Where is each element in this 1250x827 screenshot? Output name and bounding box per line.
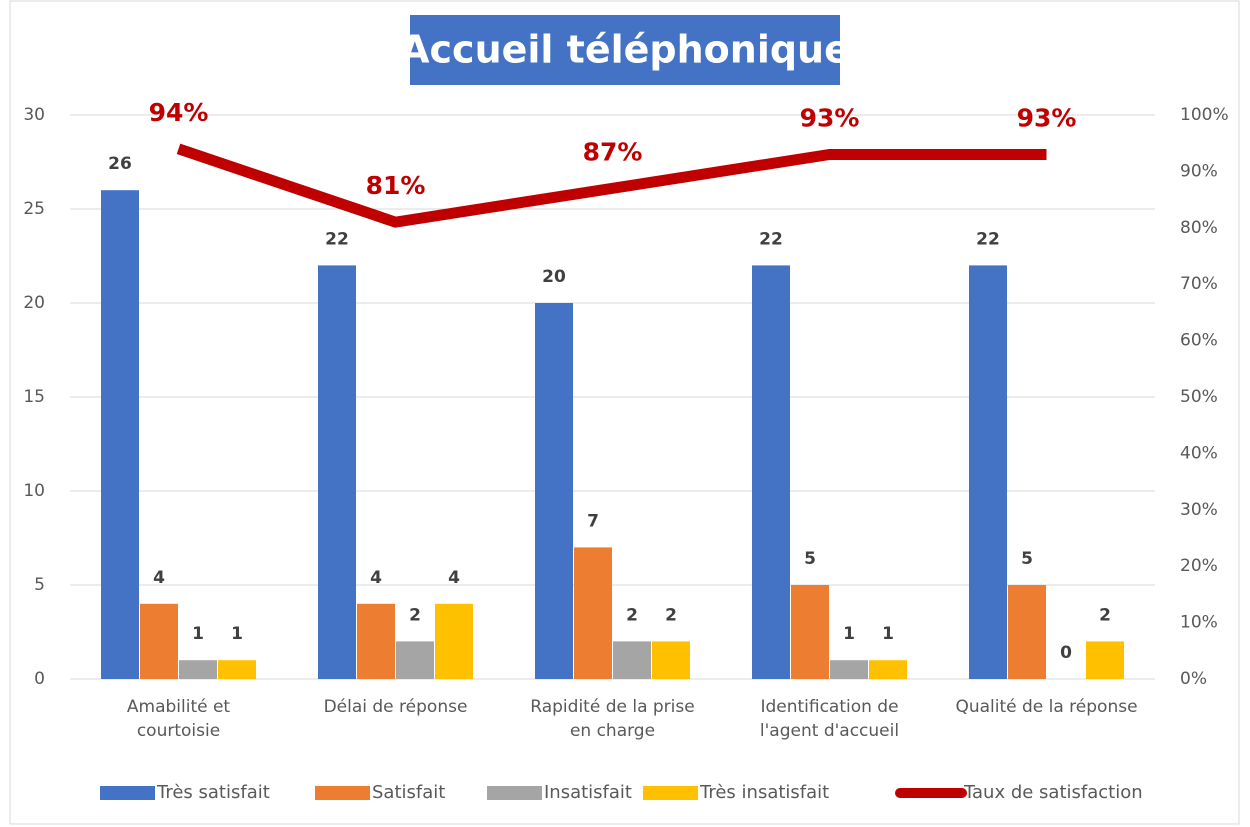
y2-tick-label: 50%: [1180, 387, 1218, 407]
data-label: 2: [1099, 605, 1111, 625]
bar: [830, 660, 868, 679]
y2-tick-label: 10%: [1180, 613, 1218, 633]
bar: [179, 660, 217, 679]
data-label: 2: [409, 605, 421, 625]
data-label: 5: [804, 549, 816, 569]
y2-tick-label: 0%: [1180, 669, 1207, 689]
chart-frame: [9, 0, 1240, 825]
y2-tick-label: 60%: [1180, 331, 1218, 351]
line-label: 93%: [800, 103, 860, 132]
y2-tick-label: 80%: [1180, 218, 1218, 238]
legend-swatch: [315, 786, 370, 800]
x-tick-label: Amabilité et courtoisie: [126, 697, 231, 741]
y2-tick-label: 70%: [1180, 274, 1218, 294]
data-label: 4: [370, 568, 382, 588]
bar: [1008, 585, 1046, 679]
data-label: 22: [759, 229, 783, 249]
line-label: 93%: [1017, 103, 1077, 132]
legend-label: Insatisfait: [544, 782, 632, 803]
y-tick-label: 30: [23, 105, 45, 125]
line: [176, 143, 1047, 228]
bar: [396, 641, 434, 679]
data-label: 0: [1060, 643, 1072, 663]
chart-title: Accueil téléphonique: [400, 28, 850, 72]
bar: [218, 660, 256, 679]
data-label: 1: [231, 624, 243, 644]
bar: [435, 603, 473, 679]
x-tick-label: Rapidité de la prise en charge: [530, 697, 695, 741]
data-label: 4: [153, 568, 165, 588]
data-label: 7: [587, 511, 599, 531]
y2-tick-label: 20%: [1180, 556, 1218, 576]
data-label: 1: [882, 624, 894, 644]
legend-swatch: [643, 786, 698, 800]
bar: [613, 641, 651, 679]
y-tick-label: 5: [34, 575, 45, 595]
data-label: 20: [542, 267, 566, 287]
y-tick-label: 20: [23, 293, 45, 313]
title-box: [410, 15, 840, 85]
legend-label: Très insatisfait: [699, 782, 829, 803]
x-tick-label: Identification de l'agent d'accueil: [759, 697, 900, 741]
bar: [869, 660, 907, 679]
x-tick-label: Qualité de la réponse: [955, 697, 1138, 717]
bar: [969, 265, 1007, 679]
bar: [574, 547, 612, 679]
data-label: 2: [665, 605, 677, 625]
data-label: 5: [1021, 549, 1033, 569]
legend-swatch: [487, 786, 542, 800]
bar: [1086, 641, 1124, 679]
y2-tick-label: 30%: [1180, 500, 1218, 520]
data-label: 26: [108, 154, 132, 174]
data-label: 22: [325, 229, 349, 249]
data-label: 4: [448, 568, 460, 588]
bar: [101, 190, 139, 679]
y-tick-label: 25: [23, 199, 45, 219]
bar: [752, 265, 790, 679]
data-label: 1: [843, 624, 855, 644]
y2-tick-label: 90%: [1180, 161, 1218, 181]
data-label: 22: [976, 229, 1000, 249]
line-label: 87%: [583, 137, 643, 166]
bar: [535, 303, 573, 679]
data-label: 2: [626, 605, 638, 625]
y2-tick-label: 40%: [1180, 443, 1218, 463]
legend-label: Satisfait: [372, 782, 445, 803]
y-tick-label: 0: [34, 669, 45, 689]
line-label: 81%: [366, 171, 426, 200]
bar: [357, 603, 395, 679]
y2-tick-label: 100%: [1180, 105, 1229, 125]
bar: [791, 585, 829, 679]
y-tick-label: 15: [23, 387, 45, 407]
legend-swatch: [100, 786, 155, 800]
bar: [140, 603, 178, 679]
x-tick-label: Délai de réponse: [323, 697, 468, 717]
data-label: 1: [192, 624, 204, 644]
bar: [318, 265, 356, 679]
legend-label: Très satisfait: [156, 782, 270, 803]
bar: [652, 641, 690, 679]
legend-label: Taux de satisfaction: [963, 782, 1143, 803]
line-label: 94%: [149, 98, 209, 127]
y-tick-label: 10: [23, 481, 45, 501]
